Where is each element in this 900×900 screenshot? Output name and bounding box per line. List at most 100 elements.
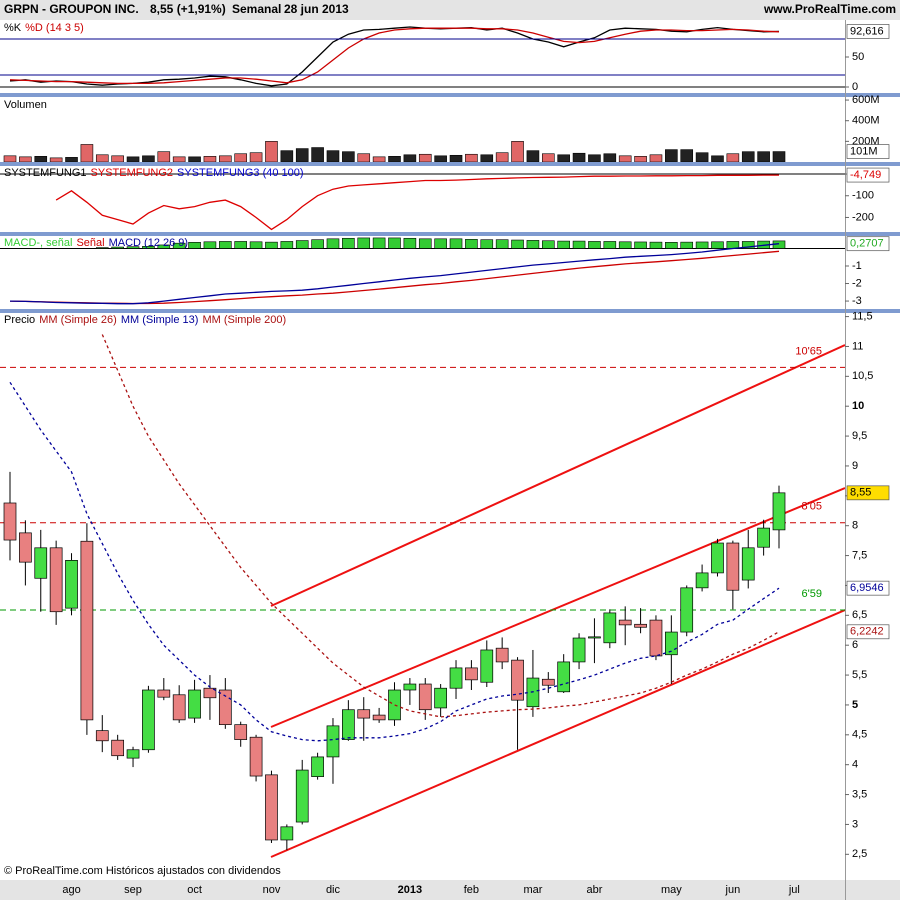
bar [434,155,447,162]
bar [234,153,247,162]
bar [372,156,386,162]
y-tick-label: 8 [852,520,858,532]
bar [142,246,155,249]
candle-body [172,694,186,721]
bar [111,246,124,249]
candle-body [372,714,386,721]
panel [0,26,845,88]
bar [495,152,509,162]
value-label-box [846,236,890,252]
bar [603,241,617,249]
candle-body [311,756,324,777]
series-line [55,174,779,231]
x-axis-bar [0,880,900,900]
candle-body [280,826,294,841]
legend-item: SYSTEMFUNG2 [91,167,174,179]
x-tick-label: jul [788,884,800,896]
bar [80,144,94,162]
value-label: 101M [850,145,878,157]
x-tick-label: mar [523,884,542,896]
bar [19,156,32,162]
bar [388,237,401,249]
bar [265,241,278,249]
value-label-box [846,144,890,159]
bar [572,240,586,249]
candle-body [772,492,786,531]
bar [526,240,540,249]
candle-body [434,687,447,709]
bar [280,150,294,162]
date: 28 jun 2013 [284,2,349,16]
candle-body [634,623,647,628]
bar [480,239,494,249]
bar [557,154,570,162]
bar [172,242,186,249]
bar [557,240,570,249]
candle-body [495,647,509,663]
bar [695,152,709,162]
level-label: 10'65 [795,345,822,357]
bar [111,155,124,162]
candle-body [157,689,171,698]
bar [249,241,263,249]
bar [265,141,278,162]
series-line [9,26,780,87]
x-tick-label: nov [263,884,281,896]
candle-body [726,542,740,591]
bar [342,237,355,249]
legend-item: MACD (12 26 9) [109,237,188,249]
bar [203,241,217,249]
series-line [9,381,780,742]
candle-body [449,667,463,689]
candle-body [326,725,340,758]
candle-body [588,636,601,639]
bar [649,241,663,249]
site: www.ProRealTime.com [763,2,896,16]
bar [741,151,755,162]
bar [157,244,171,249]
bar [680,241,694,249]
bar [126,156,140,162]
bar [511,239,524,249]
y-tick-label: 10,5 [852,370,873,382]
value-label-box [846,580,890,596]
candle-body [465,667,478,681]
candle-body [49,547,63,613]
x-tick-label: jun [725,884,741,896]
x-tick-label: abr [586,884,602,896]
y-tick-label: 400M [852,115,880,127]
candle-body [618,619,632,626]
y-tick-label: 9,5 [852,430,867,442]
candle-body [342,709,355,740]
value-label: 92,616 [850,25,884,37]
y-tick-label: 50 [852,51,864,63]
candle-body [480,649,494,683]
candle-body [572,637,586,663]
legend-item: %K [4,22,22,34]
candle-body [711,542,724,574]
candle-body [34,547,48,579]
candle-body [295,769,309,823]
bar [726,153,740,162]
x-tick-label: sep [124,884,142,896]
separator [0,232,900,236]
candle-body [65,560,78,609]
bar [480,154,494,162]
bar [465,153,478,162]
bar [680,149,694,162]
bar [572,152,586,162]
legend-item: Señal [76,237,104,249]
candle-body [3,502,17,541]
bar [634,241,647,249]
candle-body [511,659,524,701]
bar [511,141,524,162]
candle-body [265,774,278,841]
value-label-box [846,624,890,640]
candle-body [403,683,417,691]
series-line [9,27,780,85]
bar [741,241,755,249]
candle-body [95,730,109,742]
footer: © ProRealTime.com Históricos ajustados c… [4,865,281,877]
bar [403,154,417,162]
